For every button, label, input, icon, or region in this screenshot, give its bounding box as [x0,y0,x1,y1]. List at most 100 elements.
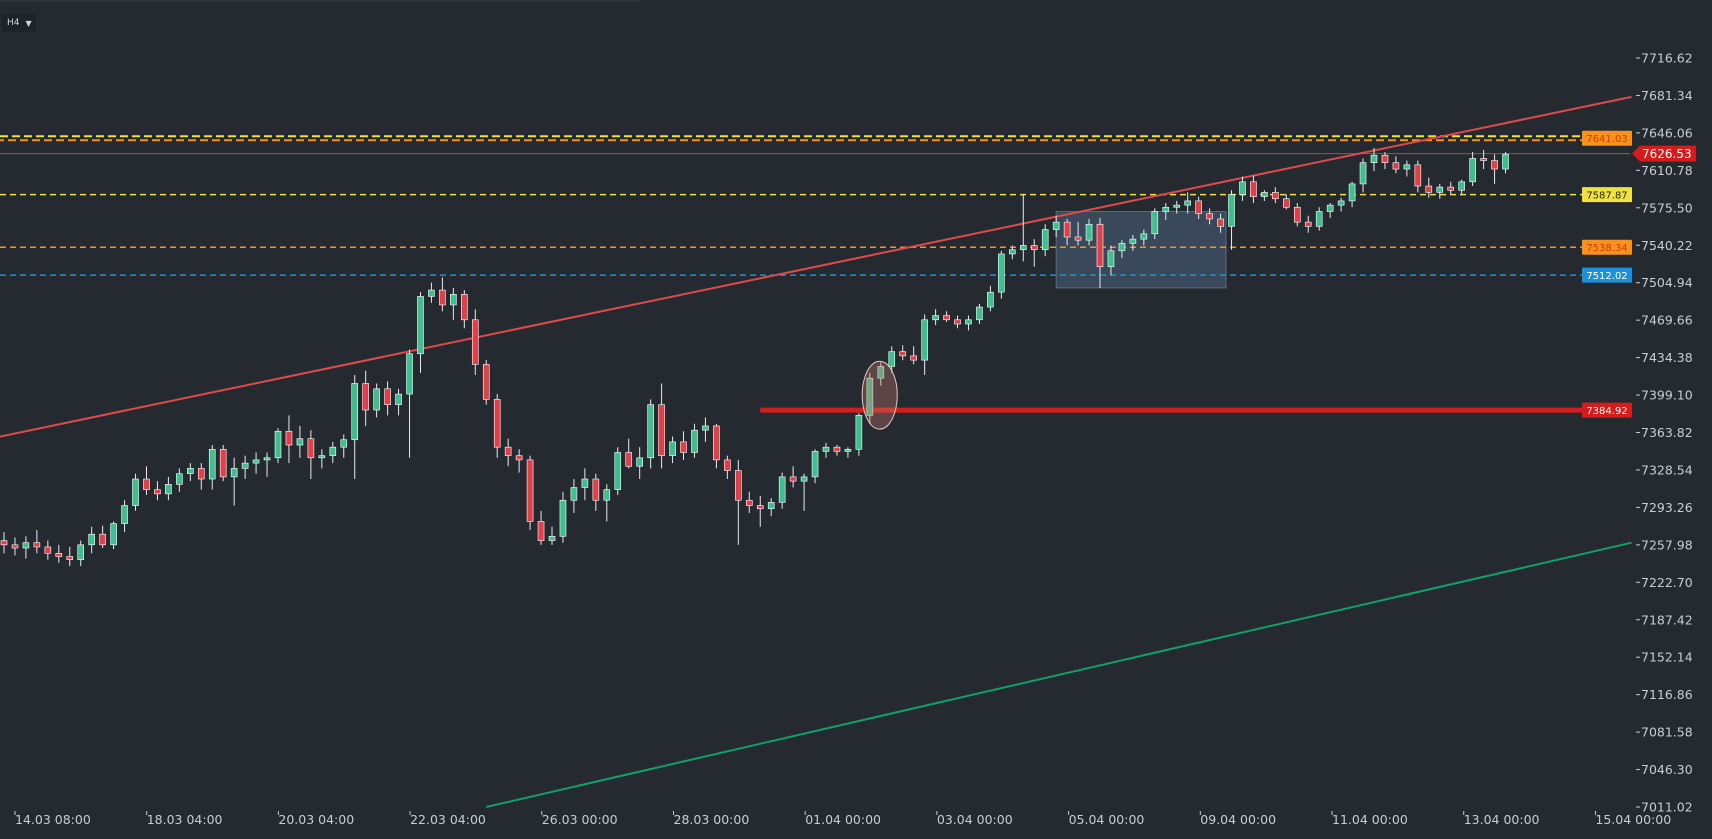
candle [987,285,994,312]
candle-body [1239,181,1246,195]
candle [1074,222,1082,246]
candle [1151,208,1159,240]
y-tick-label: 7434.38 [1641,350,1693,365]
candle-body [702,425,709,431]
candle-body [855,415,863,450]
y-tick-label: 7504.94 [1641,275,1693,290]
candle [866,372,874,424]
candle-body [537,521,545,541]
candle-body [647,404,654,459]
candle-body [724,459,731,471]
candle-body [1085,223,1093,241]
level-badge-bg [1582,130,1632,146]
timeframe-selector[interactable]: H4 ▼ [2,14,36,32]
candle-body [625,452,633,467]
candle-body [866,377,874,416]
candle [1403,160,1411,177]
candle [165,476,172,501]
candle-body [1063,221,1071,238]
candle [1228,190,1235,250]
candle [899,345,907,361]
candle-body [833,446,841,452]
candle [285,415,293,464]
candle-body [176,473,183,485]
candle-body [1304,221,1312,227]
candle-body [351,383,359,441]
candle [362,370,369,426]
candle-body [44,546,52,554]
candle [55,544,63,563]
candle-body [318,455,326,459]
candle [570,479,578,513]
x-tick-label: 11.04 00:00 [1332,812,1408,827]
candle [208,445,216,490]
candle [1315,207,1323,231]
candle-body [1118,243,1126,252]
candle [263,452,271,477]
candle-body [778,476,786,503]
candle [482,360,490,405]
candle-body [713,425,720,461]
candle-body [1447,186,1455,191]
candle-body [132,478,139,506]
candle [1052,215,1060,237]
candle [395,388,402,416]
candle-body [493,399,501,448]
y-tick-label: 7610.78 [1641,163,1693,178]
candle-body [603,489,611,501]
candle [241,455,249,480]
candle-body [1348,183,1356,202]
candle [833,445,841,456]
candle-body [1195,200,1202,214]
candle [373,383,380,418]
candle-body [1173,204,1181,208]
candle-body [1184,200,1191,206]
candle-body [187,468,194,475]
candle-body [800,476,808,482]
candle [702,417,709,442]
candle [99,525,106,549]
candle-body [1250,181,1257,197]
candle [88,526,95,554]
candle-body [1414,164,1422,187]
candle-body [154,489,161,495]
x-tick-label: 22.03 04:00 [410,812,486,827]
candle [197,463,205,490]
consolidation-box [1055,211,1227,289]
candle [1096,217,1104,288]
candle [965,315,972,331]
candle-body [241,462,249,469]
candle [1239,176,1246,201]
candle-body [1107,250,1115,268]
candle [1217,213,1224,233]
candle [1337,197,1345,212]
candle [735,459,742,545]
candle-body [263,457,271,461]
candle [1250,175,1257,204]
x-tick-label: 15.04 00:00 [1595,812,1671,827]
candle [921,314,928,375]
x-tick-label: 13.04 00:00 [1464,812,1540,827]
candle [471,309,479,375]
candle [187,463,194,482]
candle [976,303,983,325]
candle [932,309,939,326]
candle [1348,181,1356,208]
candle-body [1425,185,1433,193]
candle [1107,245,1115,276]
candle-body [450,294,457,306]
candle-body [1206,213,1213,220]
y-tick-label: 7293.26 [1641,500,1693,515]
current-price-badge: 7626.53 [1632,145,1696,162]
y-tick-label: 7399.10 [1641,388,1693,403]
candle-body [471,319,479,365]
candle [1085,218,1093,246]
x-tick-label: 20.03 04:00 [278,812,354,827]
level-badge-label: 7587.87 [1586,191,1627,202]
candle [811,449,819,484]
candle-body [110,523,117,546]
candle-body [614,452,622,490]
level-badge-4: 7384.92 [1582,402,1632,418]
candle [680,431,687,460]
